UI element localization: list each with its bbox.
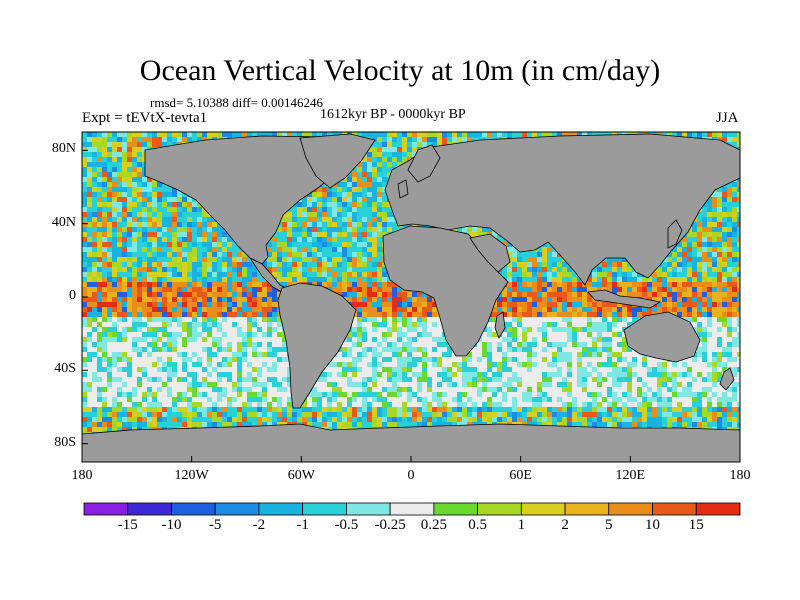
lon-label: 120W	[174, 468, 209, 483]
colorbar-box	[389, 502, 435, 516]
lat-label: 40N	[51, 214, 76, 230]
antarctica	[82, 423, 740, 462]
colorbar-box	[214, 502, 260, 516]
greenland	[299, 133, 376, 189]
colorbar-box	[564, 502, 610, 516]
japan	[667, 219, 683, 249]
lon-label: 180	[729, 468, 751, 483]
lon-label: 180	[71, 468, 93, 483]
scandinavia	[407, 144, 441, 183]
colorbar-label: -1	[296, 517, 309, 533]
time-period: 1612kyr BP - 0000kyr BP	[320, 107, 466, 122]
eurasia	[384, 133, 740, 286]
colorbar-label: -10	[161, 517, 182, 533]
colorbar-box	[302, 502, 347, 516]
arabia	[469, 233, 511, 273]
south-america	[277, 282, 357, 409]
lon-label: 60W	[287, 468, 315, 483]
season-label: JJA	[716, 110, 739, 126]
colorbar-label: 15	[688, 517, 704, 533]
lat-label: 80N	[51, 141, 76, 157]
colorbar-box	[433, 502, 479, 516]
colorbar-box	[652, 502, 697, 516]
colorbar-box	[520, 502, 566, 516]
lat-label: 40S	[54, 361, 76, 377]
axis-ticks	[81, 149, 741, 462]
colorbar-label: 0.25	[420, 517, 447, 533]
colorbar-label: -5	[208, 517, 222, 533]
africa	[382, 225, 509, 357]
indonesia	[587, 289, 662, 309]
colorbar-box	[171, 502, 216, 516]
colorbar-box	[695, 502, 741, 516]
australia	[623, 311, 701, 363]
rmsd-diff-stats: rmsd= 5.10388 diff= 0.00146246	[150, 95, 323, 110]
colorbar-box	[477, 502, 522, 516]
lat-label: 80S	[54, 434, 76, 450]
colorbar-label: -0.25	[374, 517, 406, 533]
colorbar-box	[258, 502, 304, 516]
lon-label: 0	[407, 468, 415, 483]
colorbar-box	[608, 502, 653, 516]
colorbar-label: 10	[645, 517, 661, 533]
british-isles	[397, 179, 409, 199]
land-masses	[82, 133, 740, 462]
colorbar-label: 2	[561, 517, 569, 533]
madagascar	[494, 311, 506, 339]
colorbar-label: 1	[517, 517, 526, 533]
colorbar-box	[127, 502, 172, 516]
colorbar-box	[83, 502, 129, 516]
map-title: Ocean Vertical Velocity at 10m (in cm/da…	[139, 54, 661, 87]
experiment-label: Expt = tEVtX-tevta1	[82, 110, 208, 126]
lat-label: 0	[69, 288, 76, 303]
colorbar-box	[345, 502, 391, 516]
colorbar-label: -15	[117, 517, 138, 533]
new-zealand	[719, 367, 735, 391]
lon-label: 60E	[509, 468, 532, 483]
colorbar-label: 0.5	[468, 517, 487, 533]
lon-label: 120E	[615, 468, 646, 483]
colorbar-label: 5	[605, 517, 613, 533]
colorbar-label: -2	[252, 517, 266, 533]
colorbar-label: -0.5	[334, 517, 359, 533]
